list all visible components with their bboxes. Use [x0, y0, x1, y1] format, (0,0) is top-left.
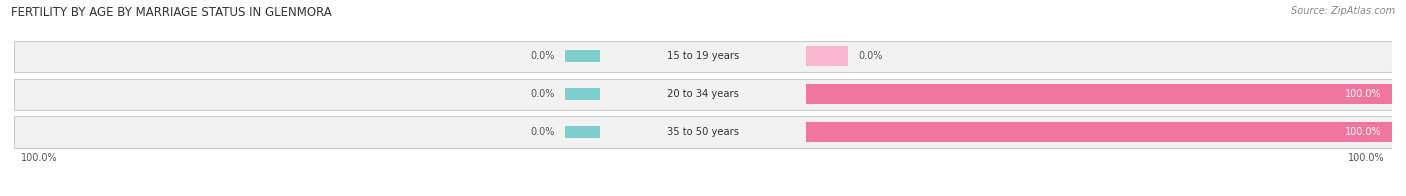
Bar — [14, 116, 1392, 148]
Text: FERTILITY BY AGE BY MARRIAGE STATUS IN GLENMORA: FERTILITY BY AGE BY MARRIAGE STATUS IN G… — [11, 6, 332, 19]
Bar — [565, 88, 599, 100]
Bar — [14, 41, 1392, 72]
Bar — [14, 79, 1392, 110]
Text: 0.0%: 0.0% — [858, 51, 883, 61]
Bar — [565, 126, 599, 138]
Text: 0.0%: 0.0% — [530, 89, 555, 99]
Text: 100.0%: 100.0% — [1346, 89, 1382, 99]
Text: 20 to 34 years: 20 to 34 years — [666, 89, 740, 99]
Text: 100.0%: 100.0% — [21, 153, 58, 163]
Text: 35 to 50 years: 35 to 50 years — [666, 127, 740, 137]
Text: 100.0%: 100.0% — [1346, 127, 1382, 137]
Bar — [807, 84, 1392, 104]
Bar — [565, 50, 599, 62]
Bar — [807, 122, 1392, 142]
Text: Source: ZipAtlas.com: Source: ZipAtlas.com — [1291, 6, 1395, 16]
Text: 100.0%: 100.0% — [1348, 153, 1385, 163]
Bar — [807, 46, 848, 66]
Text: 0.0%: 0.0% — [530, 51, 555, 61]
Text: 15 to 19 years: 15 to 19 years — [666, 51, 740, 61]
Text: 0.0%: 0.0% — [530, 127, 555, 137]
